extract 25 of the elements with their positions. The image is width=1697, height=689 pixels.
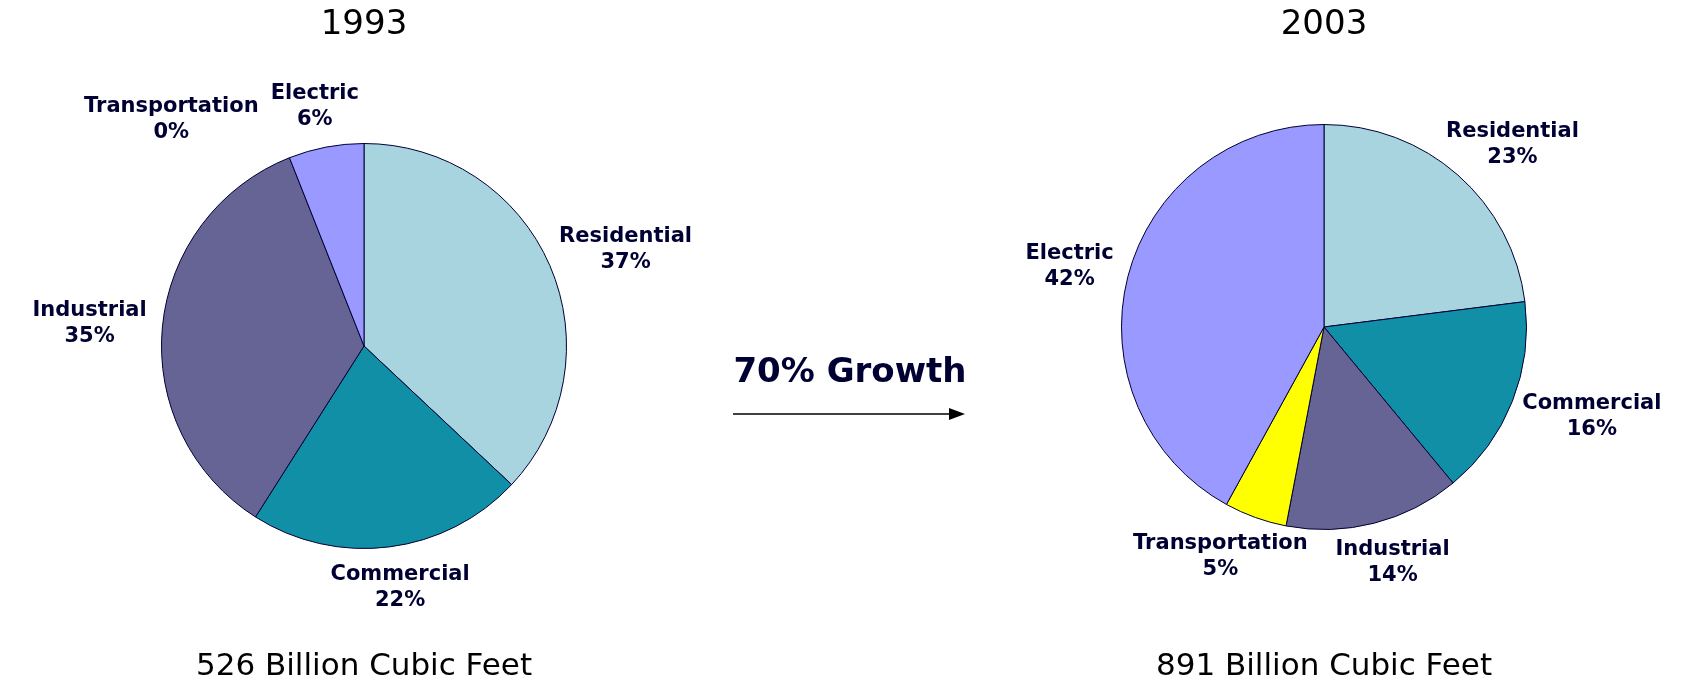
text: 0% bbox=[153, 119, 190, 144]
chart-title: 2003 bbox=[1280, 2, 1368, 42]
slice-label: Industrial bbox=[1335, 536, 1450, 561]
slice-label: Transportation bbox=[1133, 529, 1308, 554]
data-label: 6% bbox=[296, 106, 333, 131]
data-label: 42% bbox=[1044, 265, 1095, 290]
slice-label: Commercial bbox=[1522, 390, 1662, 415]
slice-label: Residential bbox=[1445, 117, 1579, 142]
data-label: 22% bbox=[374, 587, 426, 612]
chart-title: 1993 bbox=[320, 2, 408, 42]
slice-label: Industrial bbox=[32, 296, 147, 321]
slice-label: Electric bbox=[270, 80, 359, 105]
slice-label: Electric bbox=[1025, 239, 1114, 264]
slice-label: Residential bbox=[559, 222, 693, 247]
data-label: 23% bbox=[1487, 143, 1538, 168]
text: 891 Billion Cubic Feet bbox=[1155, 646, 1493, 682]
data-label: 5% bbox=[1202, 555, 1239, 580]
text: 70% Growth bbox=[733, 350, 967, 390]
data-label: 14% bbox=[1367, 562, 1418, 587]
data-label: 35% bbox=[64, 322, 115, 347]
text: 526 Billion Cubic Feet bbox=[195, 646, 533, 682]
category-label: Transportation bbox=[84, 93, 259, 118]
data-label: 37% bbox=[600, 248, 651, 273]
slice-label: Commercial bbox=[330, 561, 470, 586]
data-label: 16% bbox=[1566, 416, 1618, 441]
